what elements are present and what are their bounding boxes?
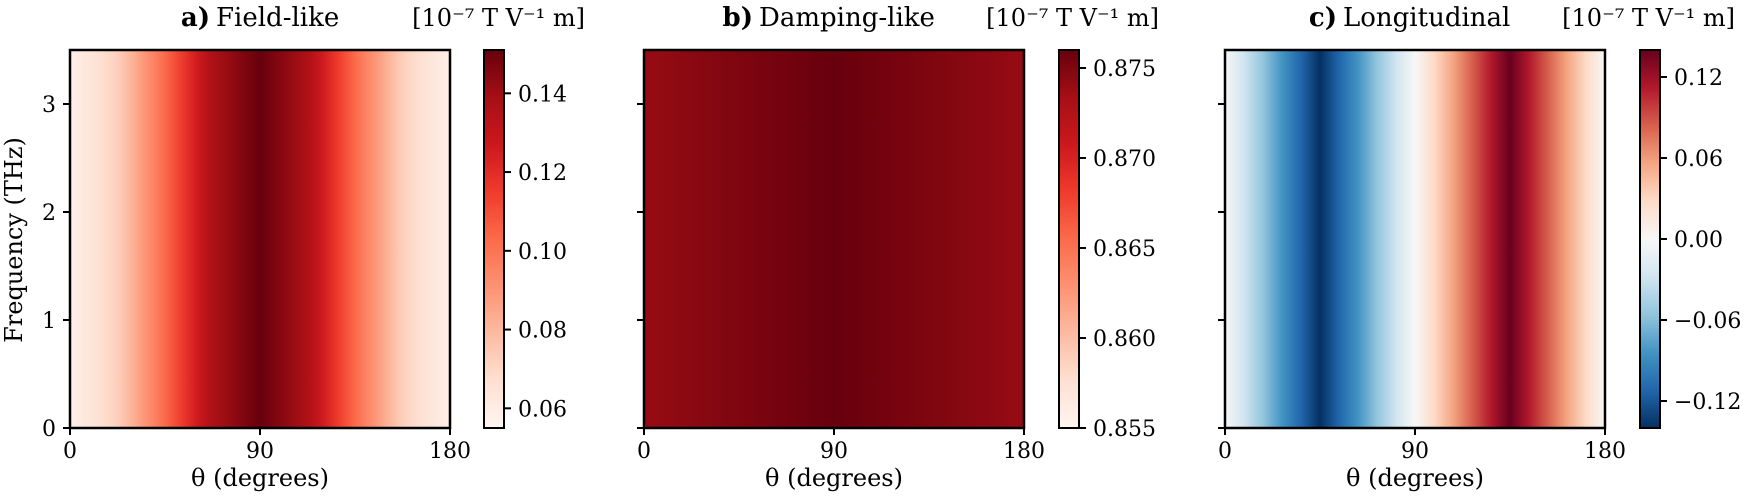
- panel-a-xlabel: θ (degrees): [191, 464, 329, 492]
- panel-c: c) Longitudinal [10⁻⁷ T V⁻¹ m] 0 90 180 θ (…: [1218, 3, 1741, 492]
- panel-b-colorbar-tick-label: 0.875: [1093, 57, 1156, 82]
- panel-c-colorbar: [1639, 49, 1661, 429]
- panel-b-xtick-label: 180: [1003, 439, 1045, 464]
- panel-b-title: Damping-like: [759, 3, 935, 33]
- panel-b-colorbar-tick-label: 0.870: [1093, 147, 1156, 172]
- panel-a: a) Field-like [10⁻⁷ T V⁻¹ m] 0 90 180 θ (de…: [42, 3, 585, 492]
- panel-c-colorbar-tick-label: −0.12: [1674, 390, 1741, 415]
- panel-b-units: [10⁻⁷ T V⁻¹ m]: [986, 4, 1159, 32]
- panel-c-colorbar-tick-label: 0.12: [1674, 66, 1723, 91]
- panel-a-ytick-label: 3: [42, 93, 56, 118]
- panel-c-colorbar-tick-label: −0.06: [1674, 309, 1741, 334]
- panel-a-ytick-label: 2: [42, 201, 56, 226]
- panel-a-colorbar-tick-label: 0.10: [518, 240, 567, 265]
- panel-a-title: Field-like: [216, 3, 339, 33]
- panel-a-plot: 0 90 180 θ (degrees) 0 1 2 3 0.06 0.08 0.10 0.12 0.1…: [42, 48, 567, 492]
- panel-a-colorbar-tick-label: 0.08: [518, 319, 567, 344]
- panel-a-units: [10⁻⁷ T V⁻¹ m]: [412, 4, 585, 32]
- panel-c-colorbar-tick-label: 0.00: [1674, 228, 1723, 253]
- panel-c-plot: 0 90 180 θ (degrees) −0.12 −0.06 0.00 0.06 0.12: [1218, 48, 1741, 492]
- panel-b-plot: 0 90 180 θ (degrees) 0.855 0.860 0.865 0.870 0.8…: [637, 48, 1156, 492]
- panel-a-heatmap: [70, 50, 450, 428]
- panel-a-ylabel: Frequency (THz): [0, 137, 28, 343]
- panel-b-colorbar-tick-label: 0.860: [1093, 327, 1156, 352]
- panel-c-xlabel: θ (degrees): [1346, 464, 1484, 492]
- panel-a-xtick-label: 180: [429, 439, 471, 464]
- panel-c-colorbar-tick-label: 0.06: [1674, 147, 1723, 172]
- panel-c-heatmap: [1225, 50, 1605, 428]
- panel-b: b) Damping-like [10⁻⁷ T V⁻¹ m] 0 90 180 θ (…: [637, 3, 1159, 492]
- panel-a-colorbar: [483, 49, 505, 429]
- panel-a-letter: a): [181, 3, 210, 33]
- panel-a-colorbar-tick-label: 0.12: [518, 161, 567, 186]
- panel-b-heatmap: [644, 50, 1024, 428]
- panel-c-xtick-label: 180: [1584, 439, 1626, 464]
- panel-b-xtick-label: 0: [637, 439, 651, 464]
- panel-c-xtick-label: 0: [1218, 439, 1232, 464]
- panel-b-colorbar-tick-label: 0.855: [1093, 417, 1156, 442]
- panel-c-title: Longitudinal: [1343, 3, 1510, 33]
- panel-a-xtick-label: 90: [246, 439, 274, 464]
- panel-b-colorbar: [1058, 49, 1080, 429]
- panel-b-xtick-label: 90: [820, 439, 848, 464]
- panel-c-letter: c): [1309, 3, 1337, 33]
- panel-a-ytick-label: 0: [42, 417, 56, 442]
- panel-a-colorbar-tick-label: 0.06: [518, 397, 567, 422]
- panel-c-xtick-label: 90: [1401, 439, 1429, 464]
- panel-c-units: [10⁻⁷ T V⁻¹ m]: [1562, 4, 1735, 32]
- panel-b-colorbar-tick-label: 0.865: [1093, 237, 1156, 262]
- panel-b-letter: b): [723, 3, 753, 33]
- panel-a-ytick-label: 1: [42, 309, 56, 334]
- panel-b-xlabel: θ (degrees): [765, 464, 903, 492]
- panel-a-xtick-label: 0: [63, 439, 77, 464]
- panel-a-colorbar-tick-label: 0.14: [518, 82, 567, 107]
